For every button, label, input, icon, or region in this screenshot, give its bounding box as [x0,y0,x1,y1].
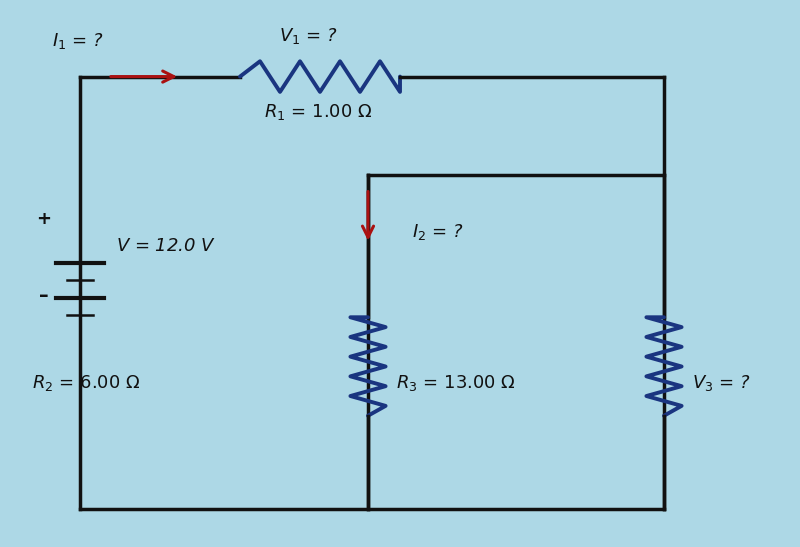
Text: $R_2$ = 6.00 Ω: $R_2$ = 6.00 Ω [32,373,140,393]
Text: $V_3$ = ?: $V_3$ = ? [692,373,750,393]
Text: +: + [37,210,51,228]
Text: –: – [39,286,49,305]
Text: $I_2$ = ?: $I_2$ = ? [412,223,463,242]
Text: $V$ = 12.0 V: $V$ = 12.0 V [116,237,216,255]
Text: $R_3$ = 13.00 Ω: $R_3$ = 13.00 Ω [396,373,516,393]
Text: $V_1$ = ?: $V_1$ = ? [278,26,338,45]
Text: $R_1$ = 1.00 Ω: $R_1$ = 1.00 Ω [264,102,372,122]
Text: $I_1$ = ?: $I_1$ = ? [52,31,103,51]
